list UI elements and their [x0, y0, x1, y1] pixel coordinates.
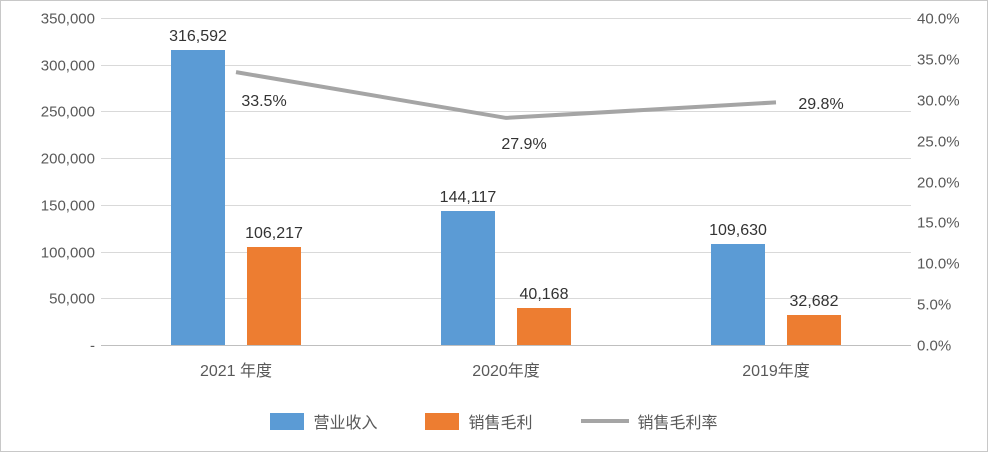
- bar-营业收入: 109,630: [709, 222, 767, 346]
- right-axis-tick: 10.0%: [917, 255, 960, 273]
- bar-销售毛利: 32,682: [787, 293, 841, 346]
- line-path: [236, 72, 776, 118]
- right-axis-tick: 25.0%: [917, 133, 960, 151]
- x-axis-label: 2021 年度: [199, 363, 273, 380]
- gridline: [101, 204, 911, 206]
- line-value-label: 27.9%: [501, 135, 547, 153]
- gridline: [101, 158, 911, 160]
- legend-item: 销售毛利率: [580, 409, 718, 433]
- left-axis-tick: 300,000: [40, 57, 95, 75]
- right-axis-tick: 15.0%: [917, 214, 960, 232]
- left-axis-tick: 200,000: [40, 150, 95, 168]
- gridline: [101, 251, 911, 253]
- bar-营业收入: 316,592: [169, 28, 227, 346]
- legend-square-marker: [425, 412, 460, 430]
- left-axis-tick: 350,000: [40, 10, 95, 28]
- legend-square-marker: [270, 412, 305, 430]
- bar-group: 109,630 32,682: [709, 19, 841, 346]
- gridline: [101, 18, 911, 19]
- line-value-label: 29.8%: [798, 96, 844, 114]
- bar-销售毛利: 40,168: [517, 286, 571, 346]
- legend-label: 营业收入: [313, 415, 378, 432]
- right-axis-tick: 30.0%: [917, 92, 960, 110]
- right-axis: 0.0% 5.0% 10.0% 15.0% 20.0% 25.0% 30.0% 35.0% 40…: [917, 11, 987, 355]
- gridline: [101, 64, 911, 66]
- bar-value-label: 109,630: [709, 221, 767, 239]
- right-axis-tick: 5.0%: [917, 296, 952, 314]
- right-axis-tick: 20.0%: [917, 174, 960, 191]
- bar-营业收入: 144,117: [440, 189, 496, 346]
- legend-line-marker: [580, 419, 629, 423]
- gridline: [101, 111, 911, 113]
- right-axis-tick: 0.0%: [917, 337, 952, 355]
- left-axis-tick: 150,000: [40, 197, 95, 215]
- legend-item: 销售毛利: [425, 409, 533, 433]
- bar-value-label: 40,168: [519, 286, 569, 304]
- bar-销售毛利: 106,217: [245, 225, 303, 346]
- x-axis-line: [101, 345, 911, 346]
- bar-group: 316,592 106,217: [169, 19, 303, 346]
- left-axis: - 50,000 100,000 150,000 200,000 250,000 300,0…: [1, 11, 95, 355]
- right-axis-tick: 35.0%: [917, 51, 960, 69]
- legend-label: 销售毛利: [468, 415, 533, 432]
- legend: 营业收入 销售毛利 销售毛利率: [1, 409, 987, 433]
- bar-value-label: 106,217: [245, 224, 303, 242]
- bar-value-label: 316,592: [169, 28, 227, 46]
- plot-area: 316,592 106,217 144,117 40,168 109,630 32,682…: [101, 18, 911, 346]
- line-value-label: 33.5%: [241, 93, 287, 111]
- x-axis-label: 2020年度: [472, 363, 540, 380]
- left-axis-tick: -: [90, 337, 95, 355]
- x-axis: 2021 年度 2020年度 2019年度: [101, 357, 911, 381]
- legend-label: 销售毛利率: [637, 415, 718, 432]
- legend-item: 营业收入: [270, 409, 377, 433]
- left-axis-tick: 100,000: [40, 244, 95, 262]
- left-axis-tick: 50,000: [49, 290, 95, 308]
- right-axis-tick: 40.0%: [917, 10, 960, 28]
- bar-value-label: 32,682: [789, 293, 839, 311]
- line-series: [101, 19, 911, 346]
- gridline: [101, 298, 911, 300]
- left-axis-tick: 250,000: [40, 103, 95, 121]
- bar-group: 144,117 40,168: [440, 19, 571, 346]
- x-axis-label: 2019年度: [742, 363, 810, 380]
- bar-value-label: 144,117: [439, 189, 497, 207]
